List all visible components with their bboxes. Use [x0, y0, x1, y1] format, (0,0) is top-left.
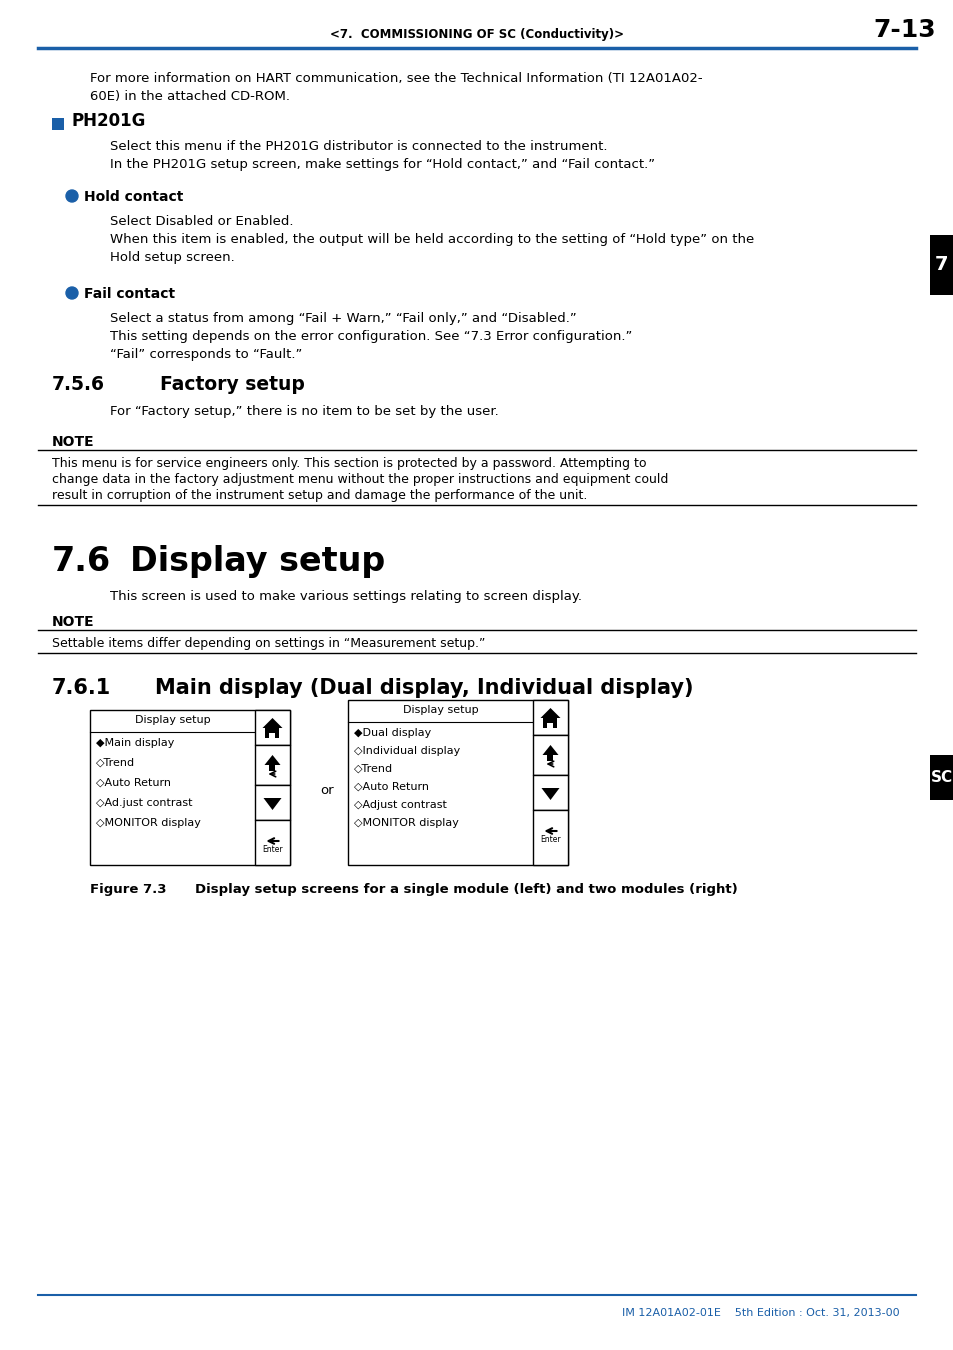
Text: ◇Auto Return: ◇Auto Return	[96, 778, 171, 788]
Text: ◇Adjust contrast: ◇Adjust contrast	[354, 801, 446, 810]
Text: ◆Dual display: ◆Dual display	[354, 728, 431, 738]
Text: Fail contact: Fail contact	[84, 288, 175, 301]
Bar	[929, 755, 953, 801]
Text: When this item is enabled, the output will be held according to the setting of “: When this item is enabled, the output wi…	[110, 234, 754, 246]
Bar	[533, 701, 567, 734]
Text: Enter: Enter	[262, 845, 282, 855]
Text: Settable items differ depending on settings in “Measurement setup.”: Settable items differ depending on setti…	[52, 637, 485, 649]
Text: 7: 7	[934, 255, 947, 274]
Text: Factory setup: Factory setup	[160, 375, 305, 394]
Text: Main display (Dual display, Individual display): Main display (Dual display, Individual d…	[154, 678, 693, 698]
Text: For “Factory setup,” there is no item to be set by the user.: For “Factory setup,” there is no item to…	[110, 405, 498, 418]
Text: NOTE: NOTE	[52, 435, 94, 450]
Text: NOTE: NOTE	[52, 616, 94, 629]
Bar	[533, 734, 567, 775]
Text: 7.5.6: 7.5.6	[52, 375, 105, 394]
Text: ◇Ad.just contrast: ◇Ad.just contrast	[96, 798, 193, 809]
Text: ◇Trend: ◇Trend	[354, 764, 393, 774]
Text: ◆Main display: ◆Main display	[96, 738, 174, 748]
Bar	[547, 724, 553, 728]
Bar	[929, 235, 953, 296]
Text: 7.6: 7.6	[52, 545, 111, 578]
Text: Hold setup screen.: Hold setup screen.	[110, 251, 234, 265]
Bar	[254, 745, 290, 784]
Polygon shape	[263, 798, 281, 810]
Text: change data in the factory adjustment menu without the proper instructions and e: change data in the factory adjustment me…	[52, 472, 668, 486]
Text: For more information on HART communication, see the Technical Information (TI 12: For more information on HART communicati…	[90, 72, 702, 85]
Text: PH201G: PH201G	[71, 112, 146, 130]
Text: Display setup: Display setup	[402, 705, 477, 716]
Text: Display setup screens for a single module (left) and two modules (right): Display setup screens for a single modul…	[194, 883, 737, 896]
Text: This menu is for service engineers only. This section is protected by a password: This menu is for service engineers only.…	[52, 458, 646, 470]
Text: Select Disabled or Enabled.: Select Disabled or Enabled.	[110, 215, 294, 228]
Text: ◇Individual display: ◇Individual display	[354, 747, 459, 756]
Text: result in corruption of the instrument setup and damage the performance of the u: result in corruption of the instrument s…	[52, 489, 587, 502]
Text: Figure 7.3: Figure 7.3	[90, 883, 167, 896]
Text: Select this menu if the PH201G distributor is connected to the instrument.: Select this menu if the PH201G distribut…	[110, 140, 607, 153]
Bar	[265, 728, 279, 738]
Text: ◇MONITOR display: ◇MONITOR display	[354, 818, 458, 828]
Bar	[543, 718, 557, 728]
Text: SC: SC	[930, 771, 952, 786]
Bar	[269, 765, 275, 771]
Polygon shape	[541, 788, 558, 801]
Text: This setting depends on the error configuration. See “7.3 Error configuration.”: This setting depends on the error config…	[110, 329, 632, 343]
Text: 7.6.1: 7.6.1	[52, 678, 112, 698]
Text: or: or	[319, 783, 334, 796]
Text: “Fail” corresponds to “Fault.”: “Fail” corresponds to “Fault.”	[110, 348, 302, 360]
Text: Enter: Enter	[539, 836, 560, 844]
Polygon shape	[542, 745, 558, 755]
Text: ◇MONITOR display: ◇MONITOR display	[96, 818, 201, 828]
Circle shape	[66, 190, 78, 202]
Polygon shape	[264, 755, 280, 765]
Text: Hold contact: Hold contact	[84, 190, 183, 204]
Text: 7-13: 7-13	[873, 18, 935, 42]
Bar	[348, 701, 567, 865]
Bar	[254, 819, 290, 865]
Circle shape	[66, 288, 78, 298]
Text: Select a status from among “Fail + Warn,” “Fail only,” and “Disabled.”: Select a status from among “Fail + Warn,…	[110, 312, 577, 325]
Polygon shape	[262, 718, 282, 728]
Bar	[52, 117, 64, 130]
Bar	[533, 775, 567, 810]
Bar	[533, 810, 567, 865]
Text: ◇Trend: ◇Trend	[96, 757, 135, 768]
Bar	[254, 784, 290, 819]
Text: In the PH201G setup screen, make settings for “Hold contact,” and “Fail contact.: In the PH201G setup screen, make setting…	[110, 158, 655, 171]
Bar	[547, 755, 553, 761]
Text: <7.  COMMISSIONING OF SC (Conductivity)>: <7. COMMISSIONING OF SC (Conductivity)>	[330, 28, 623, 40]
Bar	[269, 733, 275, 738]
Text: ◇Auto Return: ◇Auto Return	[354, 782, 429, 792]
Bar	[90, 710, 290, 865]
Polygon shape	[540, 707, 560, 718]
Text: 60E) in the attached CD-ROM.: 60E) in the attached CD-ROM.	[90, 90, 290, 103]
Bar	[254, 710, 290, 745]
Text: This screen is used to make various settings relating to screen display.: This screen is used to make various sett…	[110, 590, 581, 603]
Text: Display setup: Display setup	[134, 716, 210, 725]
Text: IM 12A01A02-01E    5th Edition : Oct. 31, 2013-00: IM 12A01A02-01E 5th Edition : Oct. 31, 2…	[621, 1308, 899, 1318]
Text: Display setup: Display setup	[130, 545, 385, 578]
